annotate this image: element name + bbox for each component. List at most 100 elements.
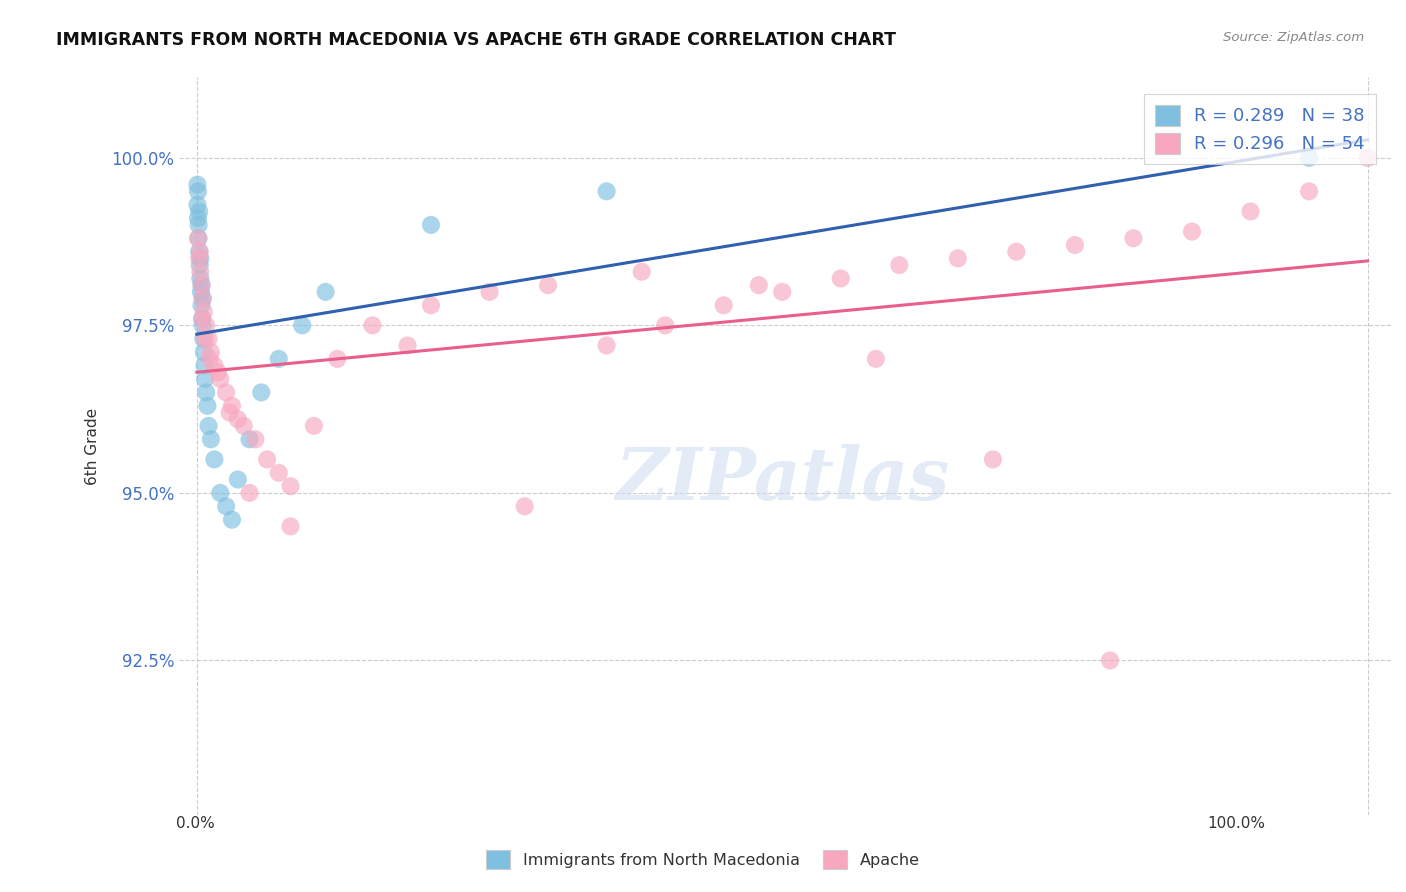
Point <box>207 365 229 379</box>
Text: 0.0%: 0.0% <box>176 816 215 831</box>
Point <box>209 486 232 500</box>
Point <box>326 351 349 366</box>
Point <box>197 332 219 346</box>
Point <box>1239 204 1261 219</box>
Point <box>889 258 911 272</box>
Point <box>193 305 215 319</box>
Point <box>250 385 273 400</box>
Point <box>770 285 793 299</box>
Point <box>1298 151 1320 165</box>
Point <box>193 359 215 373</box>
Point <box>238 432 260 446</box>
Point <box>280 519 302 533</box>
Point <box>190 298 212 312</box>
Point <box>630 265 652 279</box>
Point <box>595 185 617 199</box>
Point <box>256 452 278 467</box>
Point <box>302 418 325 433</box>
Point <box>396 338 419 352</box>
Point <box>946 252 969 266</box>
Point <box>198 351 221 366</box>
Point <box>267 351 290 366</box>
Point <box>195 385 218 400</box>
Point <box>188 271 211 285</box>
Text: IMMIGRANTS FROM NORTH MACEDONIA VS APACHE 6TH GRADE CORRELATION CHART: IMMIGRANTS FROM NORTH MACEDONIA VS APACH… <box>56 31 896 49</box>
Point <box>361 318 384 333</box>
Point <box>478 285 501 299</box>
Point <box>195 318 218 333</box>
Text: ZIPatlas: ZIPatlas <box>616 444 949 515</box>
Point <box>1181 225 1204 239</box>
Point <box>981 452 1004 467</box>
Point <box>187 185 209 199</box>
Point <box>191 292 214 306</box>
Point <box>245 432 267 446</box>
Y-axis label: 6th Grade: 6th Grade <box>86 408 100 484</box>
Point <box>187 211 209 226</box>
Point <box>191 311 214 326</box>
Point <box>830 271 852 285</box>
Point <box>186 178 208 192</box>
Point <box>188 252 211 266</box>
Point <box>190 278 212 293</box>
Point <box>191 311 214 326</box>
Point <box>209 372 232 386</box>
Point <box>865 351 887 366</box>
Point <box>197 418 219 433</box>
Legend: R = 0.289   N = 38, R = 0.296   N = 54: R = 0.289 N = 38, R = 0.296 N = 54 <box>1144 94 1376 164</box>
Point <box>218 405 240 419</box>
Point <box>654 318 676 333</box>
Point <box>595 338 617 352</box>
Point <box>215 385 238 400</box>
Point <box>1005 244 1028 259</box>
Point <box>215 500 238 514</box>
Legend: Immigrants from North Macedonia, Apache: Immigrants from North Macedonia, Apache <box>479 844 927 875</box>
Point <box>226 473 249 487</box>
Point <box>1064 238 1087 252</box>
Point <box>200 345 222 359</box>
Point <box>188 258 211 272</box>
Point <box>187 218 209 232</box>
Point <box>202 359 225 373</box>
Point <box>202 452 225 467</box>
Point <box>188 204 211 219</box>
Point <box>537 278 560 293</box>
Point <box>1357 151 1379 165</box>
Point <box>188 265 211 279</box>
Point <box>190 285 212 299</box>
Point <box>187 231 209 245</box>
Point <box>291 318 314 333</box>
Text: 100.0%: 100.0% <box>1208 816 1265 831</box>
Point <box>221 399 243 413</box>
Point <box>191 292 214 306</box>
Point <box>267 466 290 480</box>
Point <box>280 479 302 493</box>
Point <box>195 399 218 413</box>
Point <box>513 500 536 514</box>
Point <box>188 244 211 259</box>
Point <box>1098 653 1121 667</box>
Text: Source: ZipAtlas.com: Source: ZipAtlas.com <box>1223 31 1364 45</box>
Point <box>226 412 249 426</box>
Point <box>188 244 211 259</box>
Point <box>191 318 214 333</box>
Point <box>194 332 217 346</box>
Point <box>193 332 215 346</box>
Point <box>1298 185 1320 199</box>
Point <box>420 298 443 312</box>
Point <box>1122 231 1144 245</box>
Point <box>221 513 243 527</box>
Point <box>420 218 443 232</box>
Point <box>193 345 215 359</box>
Point <box>187 231 209 245</box>
Point <box>748 278 770 293</box>
Point <box>238 486 260 500</box>
Point <box>188 252 211 266</box>
Point <box>315 285 337 299</box>
Point <box>713 298 735 312</box>
Point <box>186 198 208 212</box>
Point <box>190 278 212 293</box>
Point <box>194 372 217 386</box>
Point <box>200 432 222 446</box>
Point <box>232 418 254 433</box>
